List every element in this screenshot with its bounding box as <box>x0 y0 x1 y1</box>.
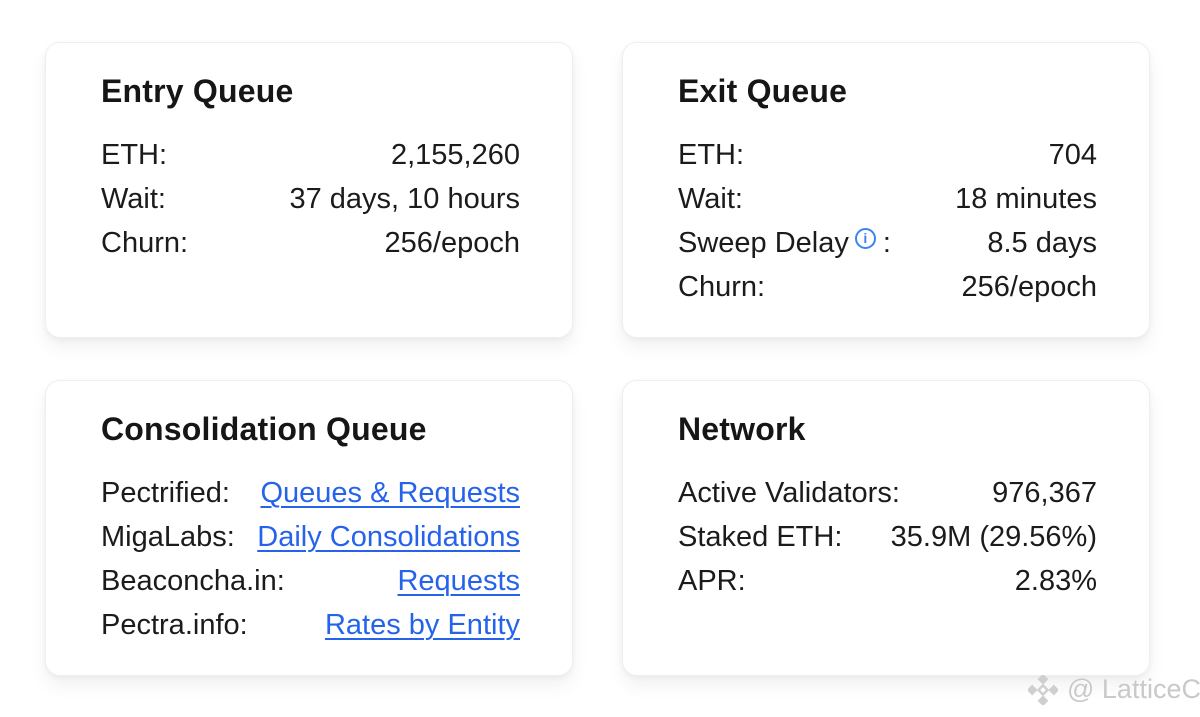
stat-value: 256/epoch <box>961 271 1097 303</box>
link-row-pectra-info: Pectra.info: Rates by Entity <box>101 603 520 647</box>
consolidation-queue-rows: Pectrified: Queues & Requests MigaLabs: … <box>101 471 520 647</box>
stat-row-churn: Churn: 256/epoch <box>101 221 520 265</box>
sweep-delay-colon: : <box>882 227 891 259</box>
stat-label: Beaconcha.in: <box>101 565 285 597</box>
queues-requests-link[interactable]: Queues & Requests <box>260 477 520 509</box>
stat-row-eth: ETH: 2,155,260 <box>101 133 520 177</box>
stat-row-apr: APR: 2.83% <box>678 559 1097 603</box>
requests-link[interactable]: Requests <box>397 565 520 597</box>
exit-queue-card: Exit Queue ETH: 704 Wait: 18 minutes Swe… <box>622 42 1150 338</box>
exit-queue-rows: ETH: 704 Wait: 18 minutes Sweep Delay i: … <box>678 133 1097 309</box>
stat-label: Pectrified: <box>101 477 230 509</box>
network-title: Network <box>678 411 806 447</box>
stat-value: 18 minutes <box>955 183 1097 215</box>
rates-by-entity-link[interactable]: Rates by Entity <box>324 609 520 641</box>
stat-row-sweep-delay: Sweep Delay i: 8.5 days <box>678 221 1097 265</box>
stat-value: 8.5 days <box>987 227 1097 259</box>
consolidation-queue-card: Consolidation Queue Pectrified: Queues &… <box>45 380 573 676</box>
stat-value: 35.9M (29.56%) <box>890 521 1097 553</box>
entry-queue-rows: ETH: 2,155,260 Wait: 37 days, 10 hours C… <box>101 133 520 265</box>
info-icon[interactable]: i <box>854 227 876 249</box>
link-row-pectrified: Pectrified: Queues & Requests <box>101 471 520 515</box>
stat-row-staked-eth: Staked ETH: 35.9M (29.56%) <box>678 515 1097 559</box>
stats-grid: Entry Queue ETH: 2,155,260 Wait: 37 days… <box>45 42 1150 676</box>
stat-value: 2,155,260 <box>390 139 520 171</box>
stat-label: Churn: <box>101 227 189 259</box>
stat-label: Pectra.info: <box>101 609 248 641</box>
link-row-beaconcha: Beaconcha.in: Requests <box>101 559 520 603</box>
daily-consolidations-link[interactable]: Daily Consolidations <box>257 521 520 553</box>
network-card: Network Active Validators: 976,367 Stake… <box>622 380 1150 676</box>
stat-label: Churn: <box>678 271 766 303</box>
entry-queue-title: Entry Queue <box>101 73 294 109</box>
watermark: @ LatticeCai <box>1028 674 1200 705</box>
network-rows: Active Validators: 976,367 Staked ETH: 3… <box>678 471 1097 603</box>
stat-label: Wait: <box>678 183 743 215</box>
stat-value: 976,367 <box>992 477 1097 509</box>
stat-label: APR: <box>678 565 746 597</box>
diamond-logo-icon <box>1028 674 1058 705</box>
stat-value: 2.83% <box>1014 565 1097 597</box>
watermark-text: @ LatticeCai <box>1067 674 1200 704</box>
stat-label: MigaLabs: <box>101 521 235 553</box>
stat-row-wait: Wait: 18 minutes <box>678 177 1097 221</box>
stat-row-active-validators: Active Validators: 976,367 <box>678 471 1097 515</box>
stat-row-eth: ETH: 704 <box>678 133 1097 177</box>
exit-queue-title: Exit Queue <box>678 73 848 109</box>
stat-label: ETH: <box>101 139 168 171</box>
link-row-migalabs: MigaLabs: Daily Consolidations <box>101 515 520 559</box>
stat-value: 37 days, 10 hours <box>289 183 520 215</box>
stat-label: Sweep Delay i: <box>678 221 891 265</box>
stat-row-wait: Wait: 37 days, 10 hours <box>101 177 520 221</box>
stat-label: Active Validators: <box>678 477 900 509</box>
stat-row-churn: Churn: 256/epoch <box>678 265 1097 309</box>
stat-label: ETH: <box>678 139 745 171</box>
entry-queue-card: Entry Queue ETH: 2,155,260 Wait: 37 days… <box>45 42 573 338</box>
consolidation-queue-title: Consolidation Queue <box>101 411 427 447</box>
stat-value: 256/epoch <box>384 227 520 259</box>
sweep-delay-label: Sweep Delay <box>678 227 849 259</box>
stat-value: 704 <box>1048 139 1097 171</box>
info-icon-glyph: i <box>863 230 868 246</box>
stat-label: Wait: <box>101 183 166 215</box>
stat-label: Staked ETH: <box>678 521 843 553</box>
